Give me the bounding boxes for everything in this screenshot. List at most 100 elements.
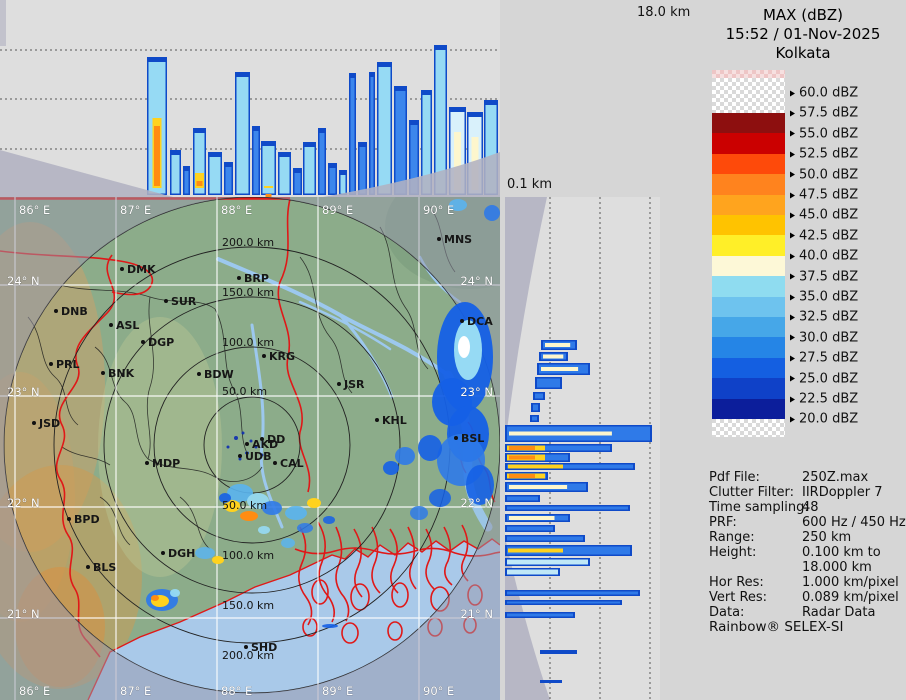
legend-tick-label: 55.0 dBZ bbox=[799, 126, 859, 142]
echo-column bbox=[434, 45, 447, 195]
city-dot bbox=[145, 461, 149, 465]
echo-column bbox=[208, 152, 222, 195]
range-ring-label: 100.0 km bbox=[222, 549, 274, 562]
legend-tick: 37.5 dBZ bbox=[790, 269, 858, 284]
side-profile-panel bbox=[505, 197, 660, 700]
echo-blob bbox=[466, 465, 494, 505]
city-dot bbox=[32, 421, 36, 425]
legend-color-band bbox=[712, 113, 785, 134]
metadata-label: Clutter Filter: bbox=[709, 485, 794, 500]
echo-bar bbox=[541, 340, 577, 350]
echo-bar bbox=[535, 377, 562, 389]
echo-bar bbox=[505, 612, 575, 618]
metadata-value: 1.000 km/pixel bbox=[802, 575, 899, 590]
city-label: KHL bbox=[382, 414, 407, 427]
echo-blob bbox=[258, 526, 270, 534]
legend-tick-label: 57.5 dBZ bbox=[799, 105, 859, 121]
echo-blob bbox=[240, 511, 258, 521]
city-dot bbox=[197, 372, 201, 376]
map-labels: 86° E 86° E 87° E 87° E 88° E 88° E 89° E 89° E… bbox=[7, 203, 494, 699]
echo-bar bbox=[505, 472, 548, 480]
legend-color-band bbox=[712, 153, 785, 175]
echo-blob bbox=[170, 589, 180, 597]
city-dot bbox=[238, 454, 242, 458]
side-profile-range-limit-wedge-bottom bbox=[505, 537, 550, 700]
legend-tick-label: 27.5 dBZ bbox=[799, 350, 859, 366]
city-dot bbox=[141, 340, 145, 344]
echo-column bbox=[224, 162, 233, 195]
legend-tick: 55.0 dBZ bbox=[790, 126, 858, 141]
echo-column bbox=[377, 62, 392, 195]
legend-color-band bbox=[712, 70, 785, 78]
echo-blob bbox=[307, 498, 321, 508]
legend-tick-arrow-icon bbox=[790, 151, 795, 158]
city-label: CAL bbox=[280, 457, 304, 470]
echo-column bbox=[147, 57, 167, 195]
echo-bar bbox=[505, 495, 540, 502]
range-ring-label: 150.0 km bbox=[222, 599, 274, 612]
echo-column bbox=[193, 128, 206, 195]
legend-color-band bbox=[712, 296, 785, 317]
product-station: Kolkata bbox=[775, 44, 831, 62]
echo-bar bbox=[505, 444, 612, 452]
legend-tick-arrow-icon bbox=[790, 416, 795, 423]
echo-bar bbox=[505, 568, 560, 576]
city-label: DGH bbox=[168, 547, 195, 560]
city-dot bbox=[245, 442, 249, 446]
echo-blob bbox=[383, 461, 399, 475]
legend-tick-arrow-icon bbox=[790, 355, 795, 362]
legend-tick: 60.0 dBZ bbox=[790, 86, 858, 101]
city-dot bbox=[375, 418, 379, 422]
echo-column bbox=[339, 170, 347, 195]
metadata-label: Vert Res: bbox=[709, 590, 768, 605]
product-name: MAX (dBZ) bbox=[762, 6, 844, 24]
legend-tick: 22.5 dBZ bbox=[790, 392, 858, 407]
legend-tick: 30.0 dBZ bbox=[790, 330, 858, 345]
echo-blob bbox=[241, 431, 245, 435]
echo-column bbox=[358, 142, 367, 195]
legend-tick: 42.5 dBZ bbox=[790, 228, 858, 243]
legend-color-band bbox=[712, 255, 785, 277]
echo-blob bbox=[224, 500, 240, 512]
legend-tick-arrow-icon bbox=[790, 334, 795, 341]
echo-bar bbox=[505, 558, 590, 566]
legend-tick: 27.5 dBZ bbox=[790, 351, 858, 366]
city-label: MNS bbox=[444, 233, 472, 246]
echo-bar bbox=[505, 514, 570, 522]
latitude-label: 22° N bbox=[460, 496, 493, 510]
legend-tick: 32.5 dBZ bbox=[790, 310, 858, 325]
longitude-label: 89° E bbox=[322, 203, 353, 217]
range-ring-label: 200.0 km bbox=[222, 236, 274, 249]
echo-blob bbox=[262, 501, 282, 515]
echo-bar bbox=[530, 415, 539, 422]
metadata-value: Radar Data bbox=[802, 605, 876, 620]
city-label: DGP bbox=[148, 336, 174, 349]
range-ring-label: 100.0 km bbox=[222, 336, 274, 349]
legend-color-band bbox=[712, 317, 785, 338]
metadata-value: 0.089 km/pixel bbox=[802, 590, 899, 605]
echo-bar bbox=[540, 680, 562, 683]
city-label: BSL bbox=[461, 432, 484, 445]
legend-color-band bbox=[712, 398, 785, 419]
legend-tick-label: 30.0 dBZ bbox=[799, 330, 859, 346]
metadata-value: 250 km bbox=[802, 530, 852, 545]
side-height-label: 0.1 km bbox=[507, 177, 552, 192]
echo-column bbox=[318, 128, 326, 195]
side-profile-echo-bars bbox=[505, 340, 652, 683]
panel-edge-shade bbox=[0, 0, 6, 46]
city-dot bbox=[337, 382, 341, 386]
echo-bar bbox=[505, 453, 570, 462]
legend-color-band bbox=[712, 133, 785, 154]
metadata-value: 18.000 km bbox=[802, 560, 872, 575]
echo-column bbox=[349, 73, 356, 195]
city-label: DMK bbox=[127, 263, 156, 276]
echo-blob bbox=[458, 336, 470, 358]
city-label: UDB bbox=[245, 450, 271, 463]
echo-blob bbox=[234, 436, 238, 440]
city-dot bbox=[460, 319, 464, 323]
latitude-label: 21° N bbox=[7, 607, 40, 621]
city-dot bbox=[161, 551, 165, 555]
city-label: DCA bbox=[467, 315, 493, 328]
latitude-label: 23° N bbox=[7, 385, 40, 399]
